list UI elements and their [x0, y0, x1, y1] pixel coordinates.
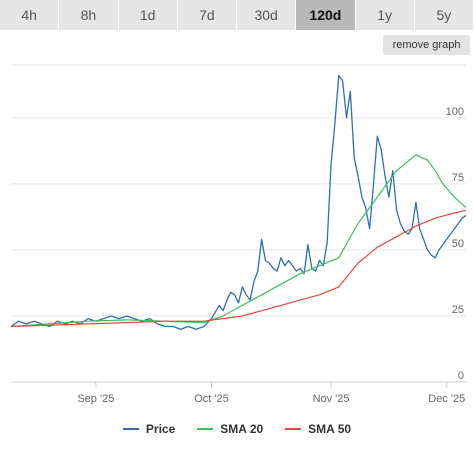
x-tick-label: Oct '25 — [194, 393, 229, 405]
sma20-line — [10, 154, 467, 328]
tab-30d[interactable]: 30d — [237, 0, 297, 30]
y-tick-label: 0 — [458, 370, 464, 382]
legend-swatch-price — [122, 428, 139, 430]
remove-graph-button[interactable]: remove graph — [383, 35, 470, 55]
y-tick-label: 100 — [446, 106, 464, 118]
y-tick-label: 25 — [452, 304, 464, 316]
tab-120d[interactable]: 120d — [296, 0, 356, 30]
legend-swatch-sma50 — [285, 428, 302, 430]
price-line — [10, 74, 467, 330]
legend-item-sma20[interactable]: SMA 20 — [197, 418, 263, 440]
tab-5y[interactable]: 5y — [414, 0, 474, 30]
legend-label-sma20: SMA 20 — [220, 422, 264, 436]
tab-8h[interactable]: 8h — [59, 0, 119, 30]
chart-legend: Price SMA 20 SMA 50 — [0, 418, 474, 440]
sma50-line — [10, 209, 467, 328]
timeframe-tabs: 4h 8h 1d 7d 30d 120d 1y 5y — [0, 0, 474, 30]
x-tick-label: Sep '25 — [77, 393, 114, 405]
legend-label-sma50: SMA 50 — [308, 422, 352, 436]
y-tick-label: 75 — [452, 172, 464, 184]
x-tick-label: Dec '25 — [428, 393, 465, 405]
legend-item-sma50[interactable]: SMA 50 — [285, 418, 351, 440]
tab-1d[interactable]: 1d — [118, 0, 178, 30]
legend-label-price: Price — [145, 422, 176, 436]
tab-7d[interactable]: 7d — [177, 0, 237, 30]
y-tick-label: 50 — [452, 238, 464, 250]
tab-1y[interactable]: 1y — [355, 0, 415, 30]
legend-item-price[interactable]: Price — [122, 418, 176, 440]
x-tick-label: Nov '25 — [313, 393, 350, 405]
legend-swatch-sma20 — [197, 428, 214, 430]
tab-4h[interactable]: 4h — [0, 0, 60, 30]
